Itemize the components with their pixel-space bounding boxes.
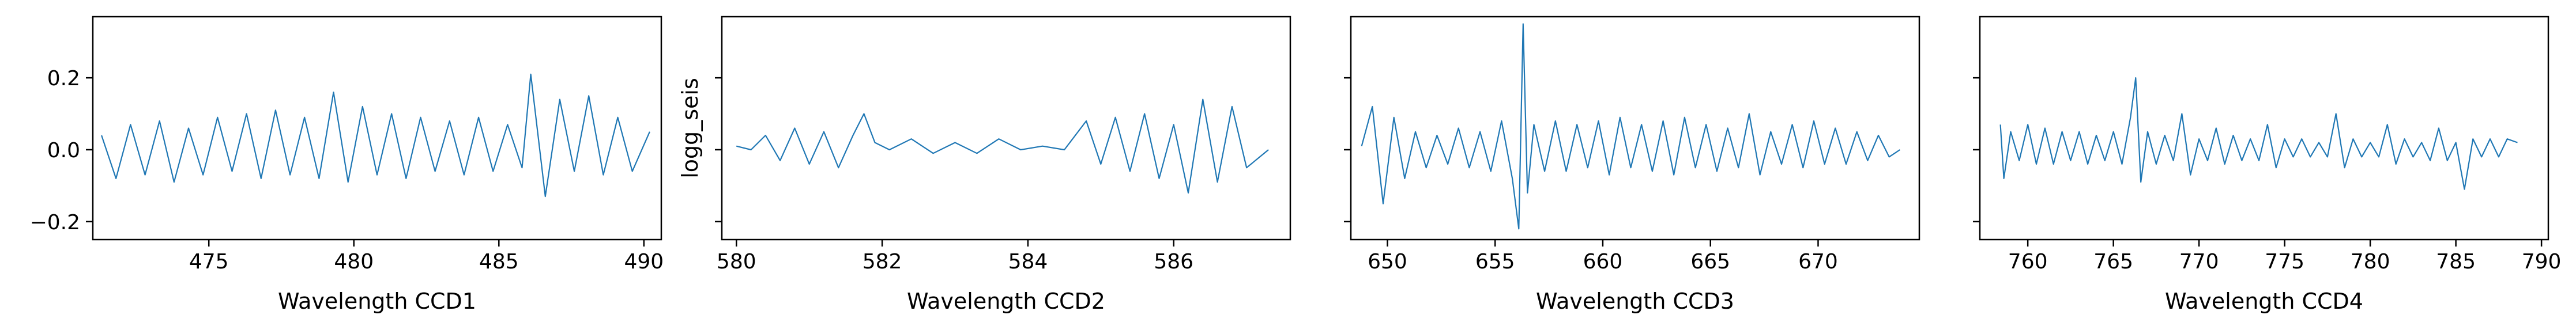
x-tick-label: 780	[2351, 250, 2390, 274]
y-tick-label: 0.0	[47, 139, 80, 162]
x-axis-label: Wavelength CCD3	[1536, 289, 1734, 314]
x-tick-label: 785	[2436, 250, 2476, 274]
x-tick-label: 480	[334, 250, 374, 274]
plot-frame	[721, 16, 1291, 241]
x-axis-label: Wavelength CCD1	[278, 289, 476, 314]
plot-frame	[92, 16, 662, 241]
x-tick-label: 760	[2008, 250, 2048, 274]
x-tick-label: 586	[1154, 250, 1193, 274]
spectrum-line	[1999, 77, 2518, 190]
x-tick-label: 790	[2522, 250, 2562, 274]
x-tick-label: 584	[1008, 250, 1048, 274]
x-tick-label: 475	[189, 250, 229, 274]
panel-ccd3: 650 655 660 665 670 Wavelength CCD3	[1344, 16, 1920, 314]
spectrum-line	[736, 98, 1269, 194]
panel-ccd1: 475 480 485 490 −0.2 0.0 0.2 Wavelength CCD1	[30, 16, 664, 314]
x-axis-label: Wavelength CCD2	[907, 289, 1105, 314]
x-tick-label: 490	[624, 250, 664, 274]
x-tick-label: 580	[717, 250, 756, 274]
x-tick-label: 775	[2265, 250, 2304, 274]
x-tick-label: 650	[1368, 250, 1407, 274]
y-axis-label: logg_seis	[677, 78, 703, 179]
plot-frame	[1979, 16, 2549, 241]
plot-frame	[1350, 16, 1920, 241]
x-tick-label: 660	[1583, 250, 1623, 274]
panel-ccd4: 760 765 770 775 780 785 790 Wavelength CCD4	[1973, 16, 2562, 314]
x-tick-label: 670	[1798, 250, 1838, 274]
x-tick-label: 770	[2179, 250, 2219, 274]
x-tick-label: 485	[479, 250, 519, 274]
y-tick-label: −0.2	[30, 211, 80, 234]
x-axis-label: Wavelength CCD4	[2165, 289, 2363, 314]
x-tick-label: 582	[863, 250, 902, 274]
x-tick-label: 655	[1475, 250, 1515, 274]
y-tick-label: 0.2	[47, 67, 80, 90]
spectrum-line	[1361, 23, 1901, 230]
x-tick-label: 665	[1690, 250, 1730, 274]
panel-ccd2: 580 582 584 586 Wavelength CCD2 logg_seis	[677, 16, 1291, 314]
x-tick-label: 765	[2093, 250, 2133, 274]
spectrum-line	[101, 73, 650, 198]
